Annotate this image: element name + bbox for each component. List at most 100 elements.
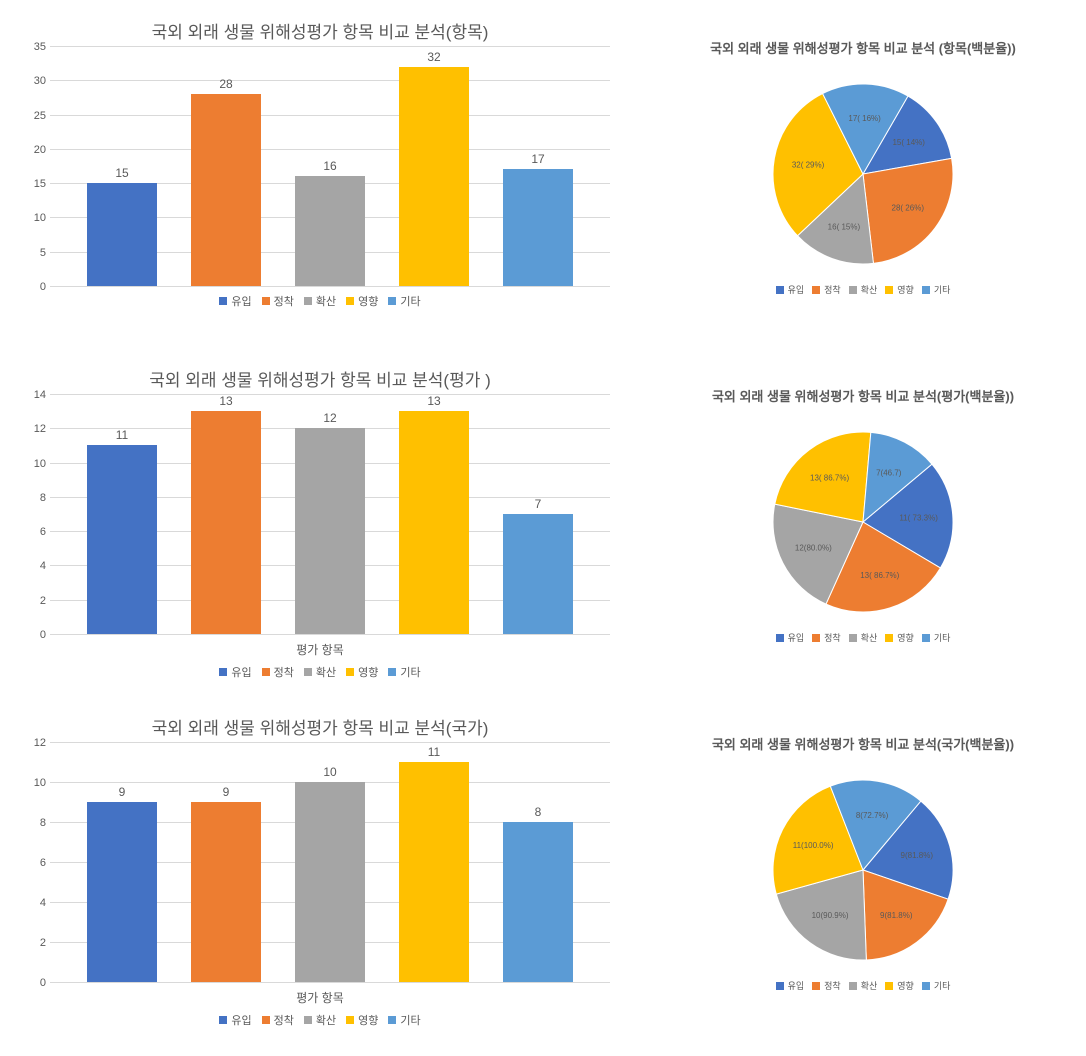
- legend-label: 확산: [861, 631, 878, 644]
- y-tick-label: 5: [18, 247, 46, 259]
- legend-item: 정착: [812, 283, 841, 296]
- legend-swatch: [885, 982, 893, 990]
- chart-title: 국외 외래 생물 위해성평가 항목 비교 분석(국가(백분율)): [638, 706, 1086, 759]
- legend-item: 영향: [885, 283, 914, 296]
- gridline: [50, 634, 610, 635]
- y-tick-label: 0: [18, 281, 46, 293]
- bar-group: 8: [503, 805, 573, 982]
- bar-value-label: 15: [115, 166, 128, 180]
- legend-item: 기타: [922, 283, 951, 296]
- legend-swatch: [388, 297, 396, 305]
- bar-group: 11: [87, 428, 157, 634]
- legend: 유입정착확산영향기타: [10, 1012, 630, 1028]
- bar-value-label: 32: [427, 50, 440, 64]
- pie-slice-label: 10(90.9%): [812, 911, 849, 920]
- legend-label: 기타: [400, 664, 420, 680]
- pie-holder: 11( 73.3%)13( 86.7%)12(80.0%)13( 86.7%)7…: [638, 411, 1086, 627]
- legend-label: 확산: [316, 293, 336, 309]
- legend-swatch: [885, 286, 893, 294]
- bar-value-label: 11: [428, 745, 440, 759]
- legend-item: 정착: [812, 631, 841, 644]
- legend-item: 유입: [219, 664, 251, 680]
- chart-title: 국외 외래 생물 위해성평가 항목 비교 분석(평가 ): [10, 358, 630, 395]
- legend-label: 정착: [824, 979, 841, 992]
- legend: 유입정착확산영향기타: [638, 979, 1086, 992]
- legend-swatch: [812, 634, 820, 642]
- legend-swatch: [388, 668, 396, 676]
- pie-slice-label: 15( 14%): [892, 138, 925, 147]
- legend-item: 기타: [388, 293, 420, 309]
- bar: [399, 762, 469, 982]
- pie-slice-label: 32( 29%): [792, 160, 825, 169]
- legend-item: 확산: [849, 283, 878, 296]
- y-tick-label: 25: [18, 110, 46, 122]
- bar-value-label: 28: [219, 77, 232, 91]
- bar: [295, 782, 365, 982]
- legend-item: 확산: [304, 1012, 336, 1028]
- legend-item: 확산: [304, 664, 336, 680]
- y-tick-label: 8: [18, 492, 46, 504]
- legend-item: 영향: [346, 1012, 378, 1028]
- legend-swatch: [262, 297, 270, 305]
- legend-label: 정착: [274, 664, 294, 680]
- bar: [295, 176, 365, 286]
- legend-label: 영향: [358, 1012, 378, 1028]
- legend-label: 유입: [231, 293, 251, 309]
- legend-item: 확산: [849, 979, 878, 992]
- legend-label: 기타: [934, 631, 951, 644]
- bar-group: 13: [399, 394, 469, 634]
- y-tick-label: 12: [18, 423, 46, 435]
- legend-label: 유입: [788, 979, 805, 992]
- bars-row: 1528163217: [50, 47, 610, 286]
- legend-swatch: [219, 1016, 227, 1024]
- bars-row: 9910118: [50, 743, 610, 982]
- pie-chart-panel: 국외 외래 생물 위해성평가 항목 비교 분석(평가(백분율))11( 73.3…: [638, 358, 1086, 698]
- legend-item: 정착: [812, 979, 841, 992]
- pie-slice-label: 12(80.0%): [795, 543, 832, 552]
- plot-area: 02468101214111312137: [50, 395, 610, 635]
- y-tick-label: 2: [18, 595, 46, 607]
- legend-item: 유입: [776, 283, 805, 296]
- legend-swatch: [849, 286, 857, 294]
- bar-group: 32: [399, 50, 469, 286]
- legend-label: 유입: [231, 1012, 251, 1028]
- x-axis-label: 평가 항목: [10, 641, 630, 658]
- bar-group: 10: [295, 765, 365, 982]
- bar-group: 17: [503, 152, 573, 286]
- legend-swatch: [776, 634, 784, 642]
- legend-swatch: [219, 668, 227, 676]
- pie-slice-label: 13( 86.7%): [860, 571, 899, 580]
- legend-item: 기타: [388, 664, 420, 680]
- legend: 유입 정착 확산 영향 기타: [638, 283, 1086, 296]
- legend-label: 영향: [897, 631, 914, 644]
- bar: [503, 169, 573, 286]
- legend-item: 확산: [304, 293, 336, 309]
- pie-slice-label: 28( 26%): [892, 203, 925, 212]
- y-tick-label: 20: [18, 144, 46, 156]
- pie-slice-label: 11(100.0%): [793, 841, 834, 850]
- bar: [399, 67, 469, 286]
- legend-swatch: [304, 297, 312, 305]
- y-tick-label: 14: [18, 389, 46, 401]
- bar-chart-panel: 국외 외래 생물 위해성평가 항목 비교 분석(평가 )024681012141…: [10, 358, 630, 698]
- pie-svg: 9(81.8%)9(81.8%)10(90.9%)11(100.0%)8(72.…: [748, 765, 978, 975]
- legend-swatch: [849, 634, 857, 642]
- pie-slice-label: 8(72.7%): [856, 811, 889, 820]
- bar-value-label: 10: [323, 765, 336, 779]
- legend-label: 유입: [788, 631, 805, 644]
- bar-chart-panel: 국외 외래 생물 위해성평가 항목 비교 분석(항목)0510152025303…: [10, 10, 630, 350]
- legend-label: 영향: [897, 979, 914, 992]
- legend-swatch: [219, 297, 227, 305]
- legend-item: 영향: [346, 293, 378, 309]
- y-tick-label: 8: [18, 817, 46, 829]
- legend-swatch: [922, 286, 930, 294]
- legend-label: 영향: [897, 283, 914, 296]
- chart-title: 국외 외래 생물 위해성평가 항목 비교 분석 (항목(백분율)): [638, 10, 1086, 63]
- bar-group: 15: [87, 166, 157, 286]
- legend-label: 유입: [788, 283, 805, 296]
- legend-label: 정착: [824, 283, 841, 296]
- bar: [503, 822, 573, 982]
- legend-swatch: [388, 1016, 396, 1024]
- bar-group: 28: [191, 77, 261, 286]
- plot-area: 0246810129910118: [50, 743, 610, 983]
